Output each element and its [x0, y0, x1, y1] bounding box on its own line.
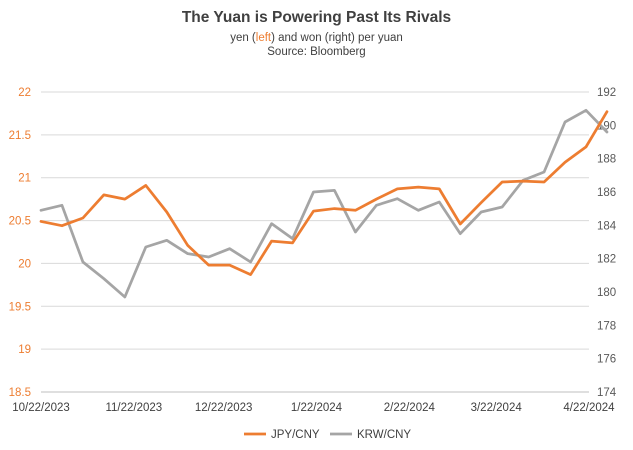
subtitle-after: ) and won (right) per yuan	[271, 32, 403, 44]
y-right-tick-label: 178	[597, 320, 616, 332]
y-right-tick-label: 176	[597, 354, 616, 366]
series-line-krw-cny	[39, 108, 609, 299]
y-right-tick-label: 184	[597, 220, 617, 232]
y-left-tick-label: 21.5	[9, 130, 31, 142]
x-tick-label: 4/22/2024	[563, 402, 615, 414]
legend-label: KRW/CNY	[357, 429, 411, 441]
chart-title: The Yuan is Powering Past Its Rivals	[181, 9, 452, 26]
chart-source: Source: Bloomberg	[267, 46, 366, 58]
x-tick-label: 3/22/2024	[471, 402, 523, 414]
y-left-tick-label: 21	[18, 173, 31, 185]
gridlines	[41, 91, 589, 350]
chart-subtitle: yen (left) and won (right) per yuan	[0, 32, 633, 44]
x-axis-ticks: 10/22/2023 11/22/2023 12/22/2023 1/22/2024 2…	[12, 402, 615, 414]
y-axis-left: 18.5 19 19.5 20 20.5 21 21.5 22	[9, 87, 31, 399]
legend: JPY/CNY KRW/CNY	[244, 429, 411, 441]
y-left-tick-label: 19	[18, 344, 31, 356]
series-layer	[39, 108, 609, 299]
x-tick-label: 11/22/2023	[105, 402, 162, 414]
y-right-tick-label: 192	[597, 87, 616, 99]
y-right-tick-label: 186	[597, 187, 616, 199]
y-left-tick-label: 19.5	[9, 301, 31, 313]
series-line-jpy-cny	[39, 110, 609, 276]
y-left-tick-label: 18.5	[9, 387, 31, 399]
y-left-tick-label: 20.5	[9, 216, 31, 228]
y-axis-right: 174 176 178 180 182 184 186 188 190 192	[597, 87, 617, 399]
y-left-tick-label: 22	[18, 87, 31, 99]
y-left-tick-label: 20	[18, 258, 31, 270]
y-right-tick-label: 188	[597, 154, 616, 166]
x-tick-label: 10/22/2023	[12, 402, 70, 414]
y-right-tick-label: 180	[597, 287, 616, 299]
y-right-tick-label: 182	[597, 254, 616, 266]
x-tick-label: 12/22/2023	[195, 402, 253, 414]
subtitle-highlight: left	[255, 32, 272, 44]
y-right-tick-label: 190	[597, 120, 616, 132]
x-tick-label: 1/22/2024	[291, 402, 343, 414]
legend-label: JPY/CNY	[271, 429, 320, 441]
x-tick-label: 2/22/2024	[384, 402, 436, 414]
subtitle-before: yen (	[230, 32, 256, 44]
y-right-tick-label: 174	[597, 387, 617, 399]
